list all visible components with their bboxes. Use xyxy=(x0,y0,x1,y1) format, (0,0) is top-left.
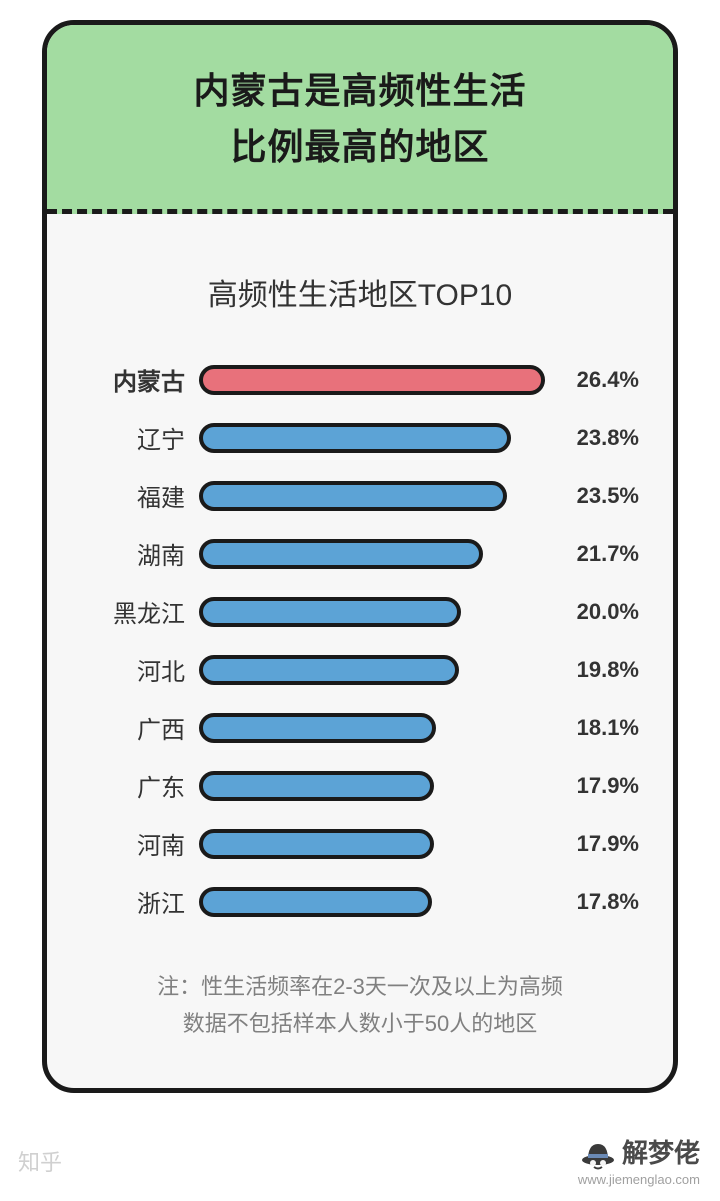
hat-icon xyxy=(580,1134,616,1170)
footnote-line1: 注：性生活频率在2-3天一次及以上为高频 xyxy=(81,968,639,1005)
row-label: 黑龙江 xyxy=(81,594,199,629)
bar-track xyxy=(199,713,545,743)
header-title: 内蒙古是高频性生活 比例最高的地区 xyxy=(67,63,653,175)
info-card: 内蒙古是高频性生活 比例最高的地区 高频性生活地区TOP10 内蒙古 26.4% 辽… xyxy=(42,20,678,1093)
row-label: 浙江 xyxy=(81,884,199,919)
chart-row: 黑龙江 20.0% xyxy=(81,594,639,630)
chart-row: 河北 19.8% xyxy=(81,652,639,688)
chart-row: 广西 18.1% xyxy=(81,710,639,746)
row-label: 福建 xyxy=(81,478,199,513)
header-title-line2: 比例最高的地区 xyxy=(67,119,653,175)
row-label: 广西 xyxy=(81,710,199,745)
chart-row: 河南 17.9% xyxy=(81,826,639,862)
row-value: 17.9% xyxy=(545,773,639,799)
chart-row: 湖南 21.7% xyxy=(81,536,639,572)
header-title-line1: 内蒙古是高频性生活 xyxy=(67,63,653,119)
card-header: 内蒙古是高频性生活 比例最高的地区 xyxy=(47,25,673,214)
bar xyxy=(199,539,483,569)
bar-track xyxy=(199,771,545,801)
row-value: 18.1% xyxy=(545,715,639,741)
row-label: 河南 xyxy=(81,826,199,861)
bar xyxy=(199,655,459,685)
row-label: 辽宁 xyxy=(81,420,199,455)
chart-title: 高频性生活地区TOP10 xyxy=(81,270,639,314)
footnote-line2: 数据不包括样本人数小于50人的地区 xyxy=(81,1005,639,1042)
row-value: 23.8% xyxy=(545,425,639,451)
bar xyxy=(199,423,511,453)
bar-track xyxy=(199,423,545,453)
bar xyxy=(199,829,434,859)
footnote: 注：性生活频率在2-3天一次及以上为高频 数据不包括样本人数小于50人的地区 xyxy=(81,968,639,1043)
chart-row: 福建 23.5% xyxy=(81,478,639,514)
chart-rows: 内蒙古 26.4% 辽宁 23.8% 福建 23.5% 湖南 21.7% 黑龙江 20.0% 河北 1… xyxy=(81,362,639,920)
bar xyxy=(199,771,434,801)
bar xyxy=(199,597,461,627)
row-label: 广东 xyxy=(81,768,199,803)
row-label: 河北 xyxy=(81,652,199,687)
chart-row: 广东 17.9% xyxy=(81,768,639,804)
brand-name: 解梦佬 xyxy=(622,1133,700,1170)
bar xyxy=(199,713,436,743)
chart-row: 辽宁 23.8% xyxy=(81,420,639,456)
row-value: 19.8% xyxy=(545,657,639,683)
row-value: 17.9% xyxy=(545,831,639,857)
watermark-brand: 解梦佬 www.jiemenglao.com xyxy=(578,1133,700,1187)
brand-url: www.jiemenglao.com xyxy=(578,1172,700,1187)
row-value: 20.0% xyxy=(545,599,639,625)
bar-track xyxy=(199,539,545,569)
bar-track xyxy=(199,829,545,859)
row-value: 26.4% xyxy=(545,367,639,393)
card-body: 高频性生活地区TOP10 内蒙古 26.4% 辽宁 23.8% 福建 23.5% 湖南 21.… xyxy=(47,214,673,1089)
bar-track xyxy=(199,655,545,685)
row-value: 23.5% xyxy=(545,483,639,509)
watermark-zhihu: 知乎 xyxy=(18,1145,62,1177)
bar-track xyxy=(199,887,545,917)
row-label: 内蒙古 xyxy=(81,362,199,397)
row-label: 湖南 xyxy=(81,536,199,571)
bar xyxy=(199,365,545,395)
chart-row: 内蒙古 26.4% xyxy=(81,362,639,398)
bar-track xyxy=(199,481,545,511)
bar-track xyxy=(199,597,545,627)
bar-track xyxy=(199,365,545,395)
row-value: 21.7% xyxy=(545,541,639,567)
brand-logo-row: 解梦佬 xyxy=(578,1133,700,1170)
chart-row: 浙江 17.8% xyxy=(81,884,639,920)
row-value: 17.8% xyxy=(545,889,639,915)
bar xyxy=(199,481,507,511)
bar xyxy=(199,887,432,917)
